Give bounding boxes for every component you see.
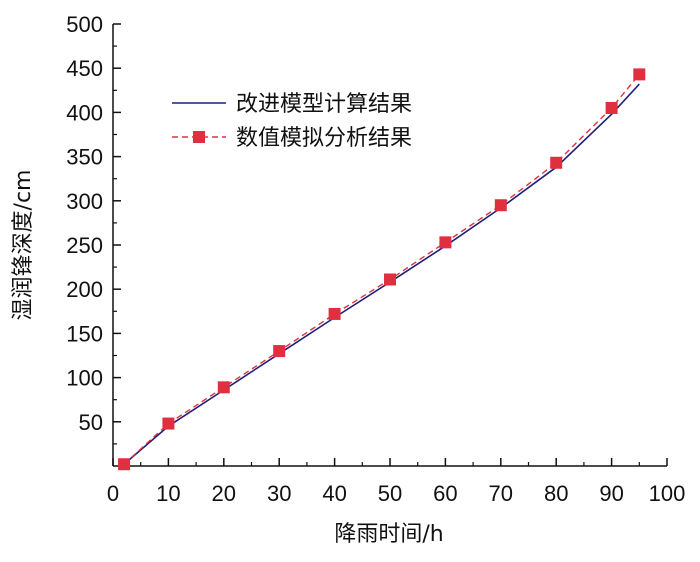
x-tick-label: 90 <box>599 481 623 506</box>
legend: 改进模型计算结果 数值模拟分析结果 <box>172 92 412 151</box>
x-tick-label: 60 <box>433 481 457 506</box>
y-axis-title: 湿润锋深度/cm <box>11 170 36 321</box>
y-tick-label: 300 <box>66 189 103 214</box>
x-tick-label: 100 <box>649 481 686 506</box>
x-tick-label: 80 <box>544 481 568 506</box>
y-tick-label: 500 <box>66 12 103 37</box>
x-tick-label: 20 <box>212 481 236 506</box>
y-tick-label: 100 <box>66 366 103 391</box>
x-tick-label: 30 <box>267 481 291 506</box>
data-point-simulation <box>439 236 452 249</box>
data-point-simulation <box>273 345 286 358</box>
data-point-simulation <box>633 68 646 81</box>
data-point-simulation <box>494 199 507 212</box>
y-tick-label: 250 <box>66 233 103 258</box>
y-tick-label: 450 <box>66 56 103 81</box>
data-point-simulation <box>550 156 563 169</box>
legend-marker-simulation <box>193 131 205 143</box>
y-tick-label: 50 <box>79 410 103 435</box>
data-point-simulation <box>162 417 175 430</box>
x-tick-label: 40 <box>322 481 346 506</box>
data-point-simulation <box>605 101 618 114</box>
x-tick-label: 50 <box>378 481 402 506</box>
x-tick-label: 10 <box>156 481 180 506</box>
y-tick-label: 350 <box>66 145 103 170</box>
data-point-simulation <box>328 307 341 320</box>
data-point-simulation <box>118 458 131 471</box>
legend-label-simulation: 数值模拟分析结果 <box>236 126 412 151</box>
x-tick-label: 70 <box>489 481 513 506</box>
x-axis-title: 降雨时间/h <box>334 522 443 547</box>
legend-label-model: 改进模型计算结果 <box>236 92 412 117</box>
y-tick-label: 150 <box>66 321 103 346</box>
axes: 0 10 20 30 40 50 60 70 80 90 100 50 100 150 200 250 300 3… <box>66 12 685 506</box>
series-layer <box>118 68 646 471</box>
data-point-simulation <box>217 381 230 394</box>
y-tick-label: 200 <box>66 277 103 302</box>
y-tick-label: 400 <box>66 100 103 125</box>
x-tick-label: 0 <box>107 481 119 506</box>
data-point-simulation <box>384 273 396 286</box>
